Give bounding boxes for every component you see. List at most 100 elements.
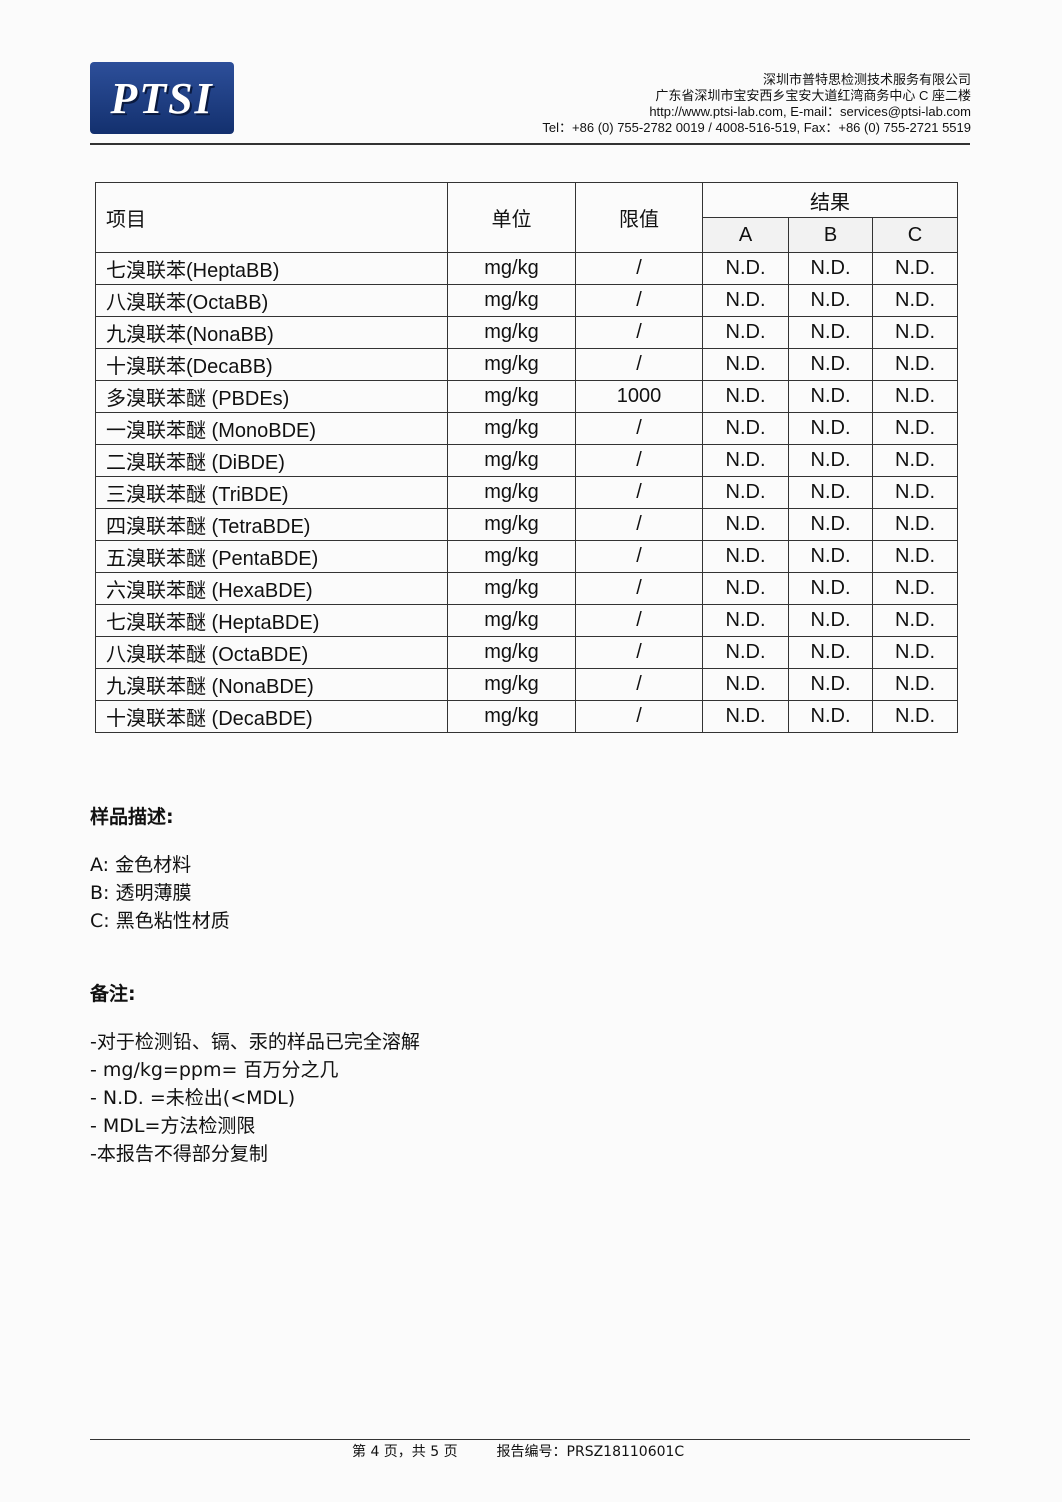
- cell-item: 多溴联苯醚 (PBDEs): [95, 380, 448, 413]
- cell-item: 八溴联苯(OctaBB): [95, 284, 448, 317]
- cell-result-b: N.D.: [788, 316, 873, 349]
- cell-result-a: N.D.: [702, 700, 789, 733]
- cell-unit: mg/kg: [447, 700, 576, 733]
- table-row: 一溴联苯醚 (MonoBDE) mg/kg / N.D. N.D. N.D.: [95, 412, 958, 445]
- cell-limit: /: [575, 348, 703, 381]
- footer: 第 4 页，共 5 页 报告编号：PRSZ18110601C: [352, 1441, 684, 1461]
- cell-result-c: N.D.: [872, 252, 958, 285]
- cell-result-b: N.D.: [788, 508, 873, 541]
- cell-result-b: N.D.: [788, 412, 873, 445]
- sample-c: C: 黑色粘性材质: [90, 910, 230, 932]
- cell-item: 三溴联苯醚 (TriBDE): [95, 476, 448, 509]
- table-row: 七溴联苯(HeptaBB) mg/kg / N.D. N.D. N.D.: [95, 252, 958, 285]
- cell-result-a: N.D.: [702, 572, 789, 605]
- cell-limit: 1000: [575, 380, 703, 413]
- cell-result-a: N.D.: [702, 348, 789, 381]
- note: -本报告不得部分复制: [90, 1143, 268, 1165]
- cell-item: 五溴联苯醚 (PentaBDE): [95, 540, 448, 573]
- cell-result-c: N.D.: [872, 572, 958, 605]
- cell-unit: mg/kg: [447, 380, 576, 413]
- cell-result-a: N.D.: [702, 316, 789, 349]
- header-a: A: [702, 217, 789, 253]
- header-divider: [90, 143, 970, 145]
- cell-item: 九溴联苯醚 (NonaBDE): [95, 668, 448, 701]
- sample-b: B: 透明薄膜: [90, 882, 192, 904]
- cell-result-c: N.D.: [872, 668, 958, 701]
- cell-item: 七溴联苯醚 (HeptaBDE): [95, 604, 448, 637]
- cell-result-b: N.D.: [788, 540, 873, 573]
- cell-item: 二溴联苯醚 (DiBDE): [95, 444, 448, 477]
- cell-unit: mg/kg: [447, 668, 576, 701]
- company-name: 深圳市普特思检测技术服务有限公司: [762, 72, 971, 87]
- cell-result-a: N.D.: [702, 252, 789, 285]
- cell-unit: mg/kg: [447, 348, 576, 381]
- cell-item: 十溴联苯(DecaBB): [95, 348, 448, 381]
- cell-unit: mg/kg: [447, 540, 576, 573]
- table-row: 十溴联苯(DecaBB) mg/kg / N.D. N.D. N.D.: [95, 348, 958, 381]
- cell-unit: mg/kg: [447, 604, 576, 637]
- cell-result-c: N.D.: [872, 348, 958, 381]
- note: - N.D. =未检出(<MDL): [90, 1087, 296, 1109]
- cell-result-b: N.D.: [788, 348, 873, 381]
- cell-result-c: N.D.: [872, 476, 958, 509]
- cell-limit: /: [575, 252, 703, 285]
- cell-limit: /: [575, 540, 703, 573]
- cell-item: 八溴联苯醚 (OctaBDE): [95, 636, 448, 669]
- cell-result-c: N.D.: [872, 412, 958, 445]
- cell-limit: /: [575, 412, 703, 445]
- cell-limit: /: [575, 572, 703, 605]
- cell-result-a: N.D.: [702, 444, 789, 477]
- note: - mg/kg=ppm= 百万分之几: [90, 1059, 339, 1081]
- cell-result-b: N.D.: [788, 252, 873, 285]
- cell-unit: mg/kg: [447, 316, 576, 349]
- cell-result-c: N.D.: [872, 284, 958, 317]
- cell-result-a: N.D.: [702, 284, 789, 317]
- cell-result-c: N.D.: [872, 700, 958, 733]
- table-row: 八溴联苯醚 (OctaBDE) mg/kg / N.D. N.D. N.D.: [95, 636, 958, 669]
- table-row: 六溴联苯醚 (HexaBDE) mg/kg / N.D. N.D. N.D.: [95, 572, 958, 605]
- cell-item: 七溴联苯(HeptaBB): [95, 252, 448, 285]
- header-unit: 单位: [447, 182, 576, 253]
- cell-limit: /: [575, 284, 703, 317]
- cell-result-c: N.D.: [872, 444, 958, 477]
- page-number: 第 4 页，共 5 页: [352, 1444, 458, 1460]
- cell-result-c: N.D.: [872, 508, 958, 541]
- footer-divider: [90, 1439, 970, 1440]
- sample-a: A: 金色材料: [90, 854, 192, 876]
- table-row: 四溴联苯醚 (TetraBDE) mg/kg / N.D. N.D. N.D.: [95, 508, 958, 541]
- notes: 备注: -对于检测铅、镉、汞的样品已完全溶解 - mg/kg=ppm= 百万分之…: [90, 980, 420, 1168]
- cell-result-c: N.D.: [872, 604, 958, 637]
- header-b: B: [788, 217, 873, 253]
- table-row: 九溴联苯(NonaBB) mg/kg / N.D. N.D. N.D.: [95, 316, 958, 349]
- cell-result-b: N.D.: [788, 604, 873, 637]
- company-address: 广东省深圳市宝安西乡宝安大道红湾商务中心 C 座二楼: [655, 88, 971, 103]
- sample-title: 样品描述:: [90, 806, 174, 828]
- cell-limit: /: [575, 316, 703, 349]
- cell-limit: /: [575, 508, 703, 541]
- cell-unit: mg/kg: [447, 284, 576, 317]
- cell-unit: mg/kg: [447, 444, 576, 477]
- table-row: 三溴联苯醚 (TriBDE) mg/kg / N.D. N.D. N.D.: [95, 476, 958, 509]
- cell-result-b: N.D.: [788, 700, 873, 733]
- cell-result-a: N.D.: [702, 380, 789, 413]
- cell-unit: mg/kg: [447, 252, 576, 285]
- table-row: 五溴联苯醚 (PentaBDE) mg/kg / N.D. N.D. N.D.: [95, 540, 958, 573]
- cell-limit: /: [575, 444, 703, 477]
- cell-item: 六溴联苯醚 (HexaBDE): [95, 572, 448, 605]
- cell-limit: /: [575, 700, 703, 733]
- results-table: 项目 单位 限值 结果 A B C 七溴联苯(HeptaBB) mg/kg / N.D…: [95, 182, 958, 733]
- header-result: 结果: [702, 182, 958, 218]
- cell-limit: /: [575, 668, 703, 701]
- notes-title: 备注:: [90, 983, 136, 1005]
- header-limit: 限值: [575, 182, 703, 253]
- cell-result-a: N.D.: [702, 476, 789, 509]
- sample-description: 样品描述: A: 金色材料 B: 透明薄膜 C: 黑色粘性材质: [90, 803, 230, 935]
- cell-result-b: N.D.: [788, 284, 873, 317]
- table-row: 九溴联苯醚 (NonaBDE) mg/kg / N.D. N.D. N.D.: [95, 668, 958, 701]
- cell-result-a: N.D.: [702, 412, 789, 445]
- cell-limit: /: [575, 476, 703, 509]
- cell-result-c: N.D.: [872, 636, 958, 669]
- cell-unit: mg/kg: [447, 508, 576, 541]
- ptsi-logo: PTSI: [90, 62, 234, 134]
